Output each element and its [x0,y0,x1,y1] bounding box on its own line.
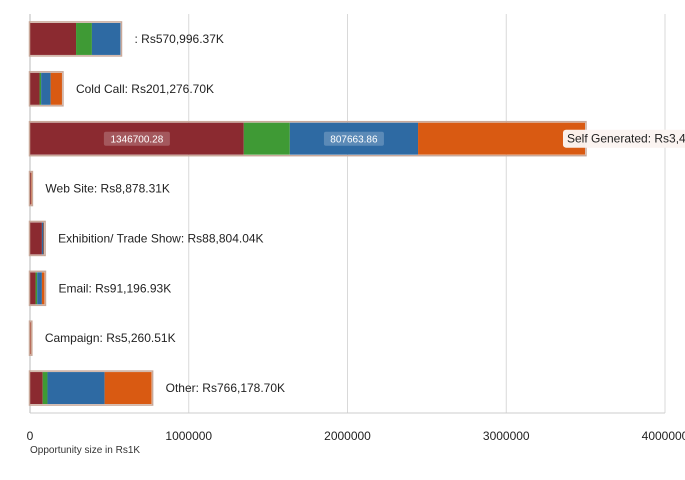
bar-stack-group [28,21,587,406]
bar-segment[interactable] [37,272,42,305]
x-axis-title: Opportunity size in Rs1K [30,445,140,456]
bar-total-label: Cold Call: Rs201,276.70K [76,82,214,96]
bar-segment[interactable] [76,22,92,55]
bar-segment[interactable] [30,122,244,155]
x-tick-label: 4000000 [642,429,685,443]
bar-total-label: Campaign: Rs5,260.51K [45,331,176,345]
bar-segment[interactable] [50,72,62,105]
bar-segment[interactable] [35,272,38,305]
bar-segment[interactable] [47,372,105,405]
x-axis-ticks: 0 1000000 2000000 3000000 4000000 [27,429,685,443]
bar-total-label: Exhibition/ Trade Show: Rs88,804.04K [58,231,263,245]
bar-outline [28,220,46,257]
bar-segment[interactable] [39,72,42,105]
bar-segment[interactable] [289,122,419,155]
segment-value-label: 807663.86 [330,135,378,146]
bar-outline [28,170,34,207]
bar-total-label: Self Generated: Rs3,496,024.65K [567,132,685,146]
bar-outline [28,320,33,356]
x-tick-label: 3000000 [483,429,530,443]
bar-segment[interactable] [41,72,51,105]
bar-total-label: Web Site: Rs8,878.31K [45,182,170,196]
x-tick-label: 2000000 [324,429,371,443]
bar-total-labels: : Rs570,996.37K Cold Call: Rs201,276.70K S… [45,32,685,395]
bar-segment[interactable] [31,172,32,205]
bar-segment[interactable] [30,72,40,105]
bar-segment[interactable] [43,222,45,255]
bar-segment[interactable] [91,22,121,55]
segment-value-box [103,131,170,146]
total-label-box [562,129,685,148]
bar-segment[interactable] [30,172,32,205]
x-tick-label: 0 [27,429,34,443]
bar-total-label: Email: Rs91,196.93K [58,281,171,295]
bar-segment[interactable] [30,322,31,355]
segment-value-label: 1346700.28 [110,135,163,146]
bar-segment[interactable] [30,272,36,305]
bar-segment[interactable] [42,372,48,405]
bar-outline [28,71,64,107]
bar-outline [28,21,123,57]
bar-segment[interactable] [30,222,42,255]
bar-segment[interactable] [41,222,44,255]
bar-total-label: : Rs570,996.37K [134,32,223,46]
segment-value-box [323,131,384,146]
bar-total-label: Other: Rs766,178.70K [166,381,285,395]
grid-lines [29,14,666,414]
bar-segment[interactable] [104,372,152,405]
bar-segment[interactable] [243,122,290,155]
bar-outline [28,370,154,406]
x-tick-label: 1000000 [165,429,212,443]
bar-outline [28,270,47,307]
bar-segment[interactable] [30,22,77,55]
bar-segment[interactable] [418,122,585,155]
bar-segment[interactable] [30,372,43,405]
bar-segment[interactable] [41,272,45,305]
